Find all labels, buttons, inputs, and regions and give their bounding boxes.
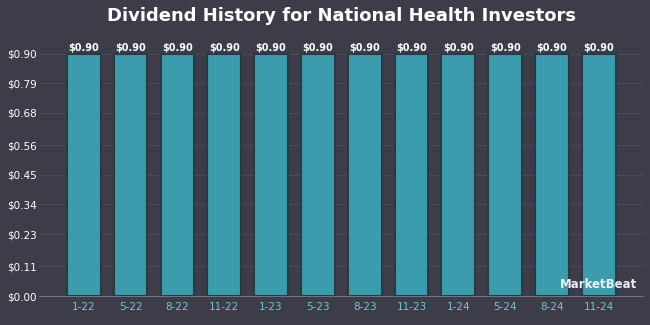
Text: $0.90: $0.90 [584,43,614,53]
Text: $0.90: $0.90 [396,43,427,53]
Bar [207,54,241,296]
Bar [441,54,475,296]
Text: $0.90: $0.90 [536,43,567,53]
Text: $0.90: $0.90 [443,43,474,53]
Text: $0.90: $0.90 [162,43,193,53]
Bar [535,54,569,296]
Bar [395,54,428,296]
Bar [254,54,288,296]
Bar [161,54,194,296]
Text: $0.90: $0.90 [255,43,287,53]
Bar [301,54,335,296]
Text: $0.90: $0.90 [115,43,146,53]
Bar [114,54,148,296]
Bar [348,54,382,296]
Bar [488,54,522,296]
Title: Dividend History for National Health Investors: Dividend History for National Health Inv… [107,7,576,25]
Text: MarketBeat: MarketBeat [560,278,637,291]
Text: $0.90: $0.90 [489,43,521,53]
Bar [67,54,101,296]
Text: $0.90: $0.90 [68,43,99,53]
Bar [582,54,616,296]
Text: $0.90: $0.90 [209,43,240,53]
Text: $0.90: $0.90 [302,43,333,53]
Text: $0.90: $0.90 [349,43,380,53]
